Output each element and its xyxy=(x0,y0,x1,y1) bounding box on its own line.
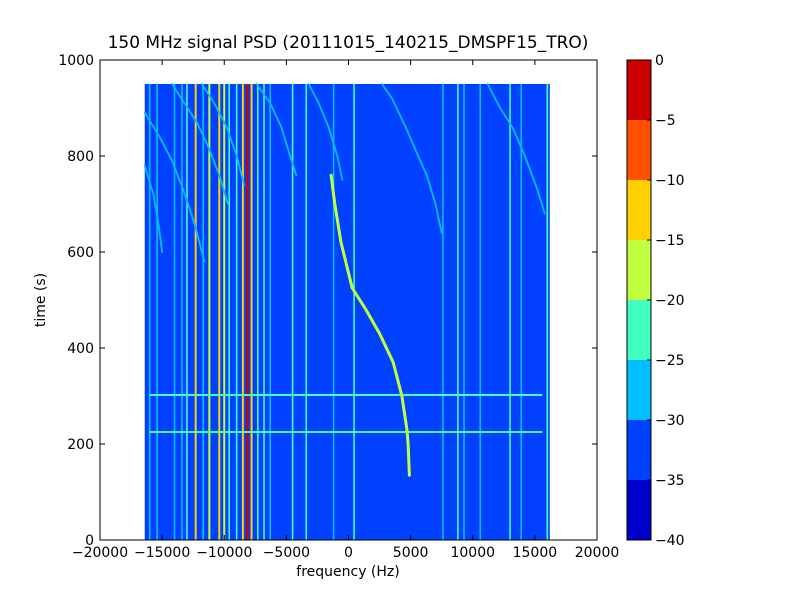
heatmap-background xyxy=(144,84,550,540)
colorbar-segment xyxy=(627,180,651,240)
x-axis: −20000 −15000 −10000 −5000 0 5000 10000 15000 20… xyxy=(72,60,619,561)
colorbar-tick-label: −35 xyxy=(655,473,685,489)
doppler-track xyxy=(171,83,229,205)
psd-heatmap xyxy=(143,83,550,540)
x-tick-label: −5000 xyxy=(263,545,310,561)
x-tick-label: 0 xyxy=(344,545,353,561)
colorbar-tick-label: −5 xyxy=(655,113,676,129)
x-tick-label: −20000 xyxy=(72,545,128,561)
y-tick-label: 400 xyxy=(67,341,94,357)
colorbar-segment xyxy=(627,240,651,300)
y-axis: 0 200 400 600 800 1000 xyxy=(58,53,597,549)
colorbar-tick-label: −20 xyxy=(655,293,685,309)
x-axis-label: frequency (Hz) xyxy=(296,564,399,580)
colorbar-segment xyxy=(627,420,651,480)
doppler-track xyxy=(255,83,298,177)
colorbar-segment xyxy=(627,60,651,120)
y-axis-label: time (s) xyxy=(33,273,49,327)
colorbar-tick-label: −10 xyxy=(655,173,685,189)
y-tick-label: 600 xyxy=(67,245,94,261)
doppler-track xyxy=(486,83,546,215)
colorbar-segment xyxy=(627,360,651,420)
x-tick-label: 10000 xyxy=(450,545,495,561)
colorbar-tick-label: 0 xyxy=(655,53,664,69)
colorbar-tick-label: −25 xyxy=(655,353,685,369)
y-tick-label: 1000 xyxy=(58,53,94,69)
y-tick-label: 200 xyxy=(67,437,94,453)
colorbar-tick-label: −30 xyxy=(655,413,685,429)
colorbar-segment xyxy=(627,480,651,540)
doppler-track xyxy=(201,83,245,186)
chart-title: 150 MHz signal PSD (20111015_140215_DMSP… xyxy=(108,33,589,53)
x-tick-label: 20000 xyxy=(575,545,620,561)
y-tick-label: 0 xyxy=(85,533,94,549)
y-tick-label: 800 xyxy=(67,149,94,165)
doppler-track xyxy=(143,111,206,263)
colorbar: −40 −35 −30 −25 −20 −15 −10 −5 0 xyxy=(626,53,685,549)
doppler-track xyxy=(381,83,443,234)
colorbar-tick-label: −40 xyxy=(655,533,685,549)
x-tick-label: 15000 xyxy=(513,545,558,561)
x-tick-label: −15000 xyxy=(134,545,190,561)
plot-area: −20000 −15000 −10000 −5000 0 5000 10000 15000 20… xyxy=(58,53,619,561)
x-tick-label: 5000 xyxy=(393,545,429,561)
x-tick-label: −10000 xyxy=(196,545,252,561)
colorbar-segment xyxy=(627,300,651,360)
doppler-track xyxy=(307,83,344,181)
colorbar-tick-label: −15 xyxy=(655,233,685,249)
doppler-track xyxy=(329,173,411,477)
doppler-track xyxy=(143,164,163,253)
colorbar-segment xyxy=(627,120,651,180)
